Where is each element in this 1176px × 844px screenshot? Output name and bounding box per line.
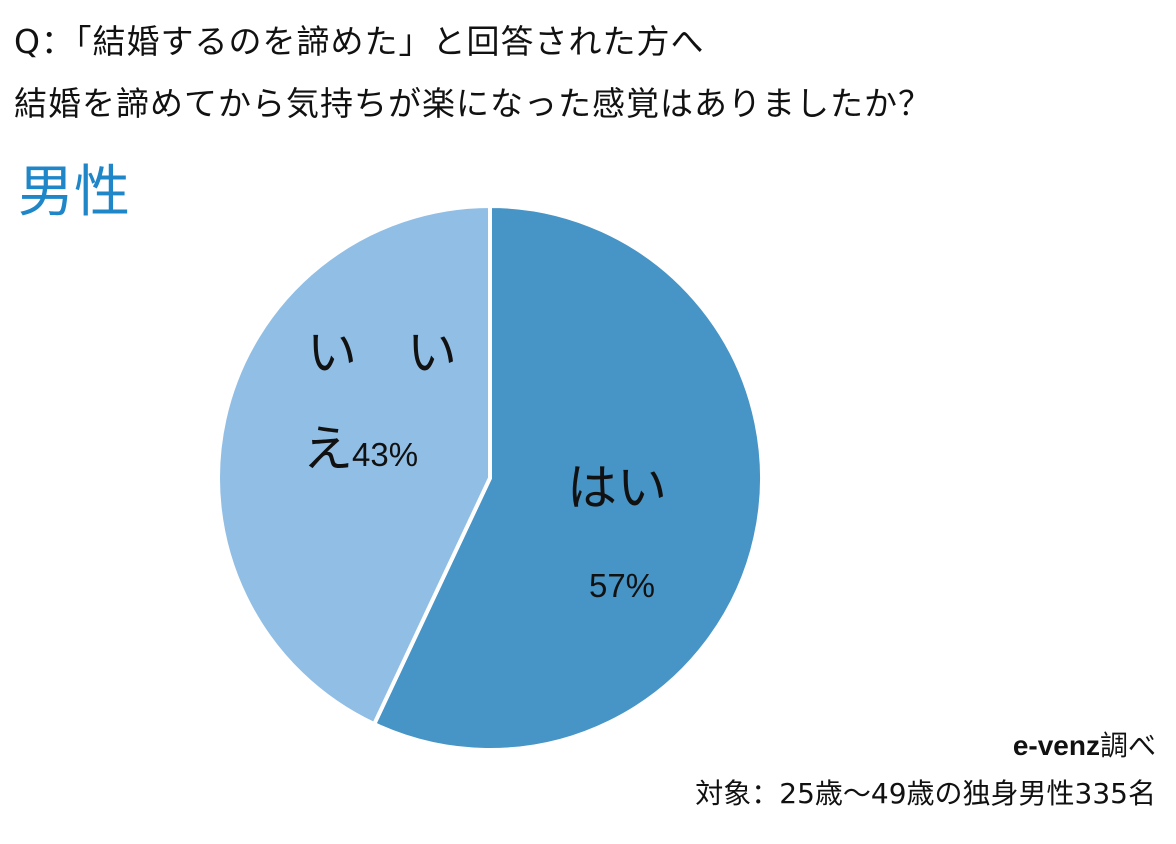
no-label-line-2: え <box>303 420 353 478</box>
pie-slice-yes <box>371 203 765 752</box>
source-brand: e-venz <box>1012 730 1100 761</box>
question-line-2: 結婚を諦めてから気持ちが楽になった感覚はありましたか？ <box>14 84 932 123</box>
group-label: 男性 <box>18 160 130 225</box>
question-line-1: Q：「結婚するのを諦めた」と回答された方へ <box>14 22 705 61</box>
source-credit: e-venz調べ <box>1013 728 1156 764</box>
yes-value: 57% <box>589 567 655 604</box>
survey-target: 対象：25歳～49歳の独身男性335名 <box>695 777 1156 810</box>
source-suffix: 調べ <box>1099 729 1156 762</box>
pie-slice-no <box>216 203 492 727</box>
no-value: 43% <box>352 436 418 473</box>
no-label-line-1: い い <box>307 324 457 382</box>
yes-label: はい <box>567 459 667 517</box>
